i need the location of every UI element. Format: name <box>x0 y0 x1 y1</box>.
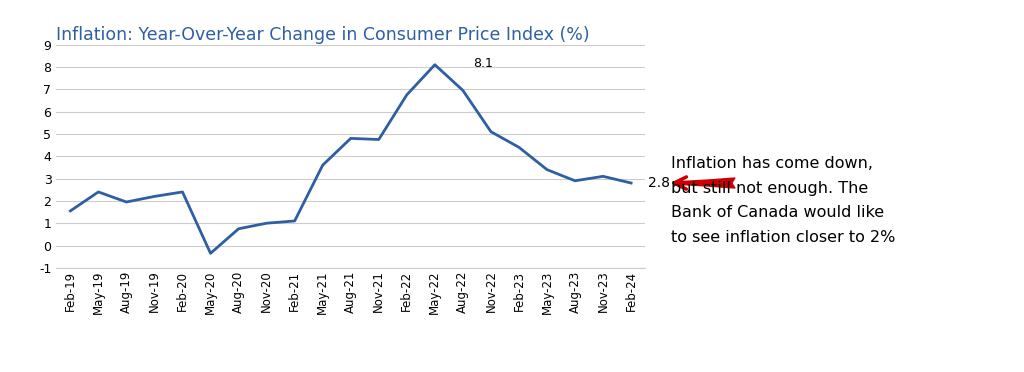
Text: Inflation: Year-Over-Year Change in Consumer Price Index (%): Inflation: Year-Over-Year Change in Cons… <box>56 26 590 44</box>
Text: 2.8: 2.8 <box>648 176 670 190</box>
Text: 8.1: 8.1 <box>473 57 493 70</box>
Text: Inflation has come down,
but still not enough. The
Bank of Canada would like
to : Inflation has come down, but still not e… <box>671 156 895 245</box>
